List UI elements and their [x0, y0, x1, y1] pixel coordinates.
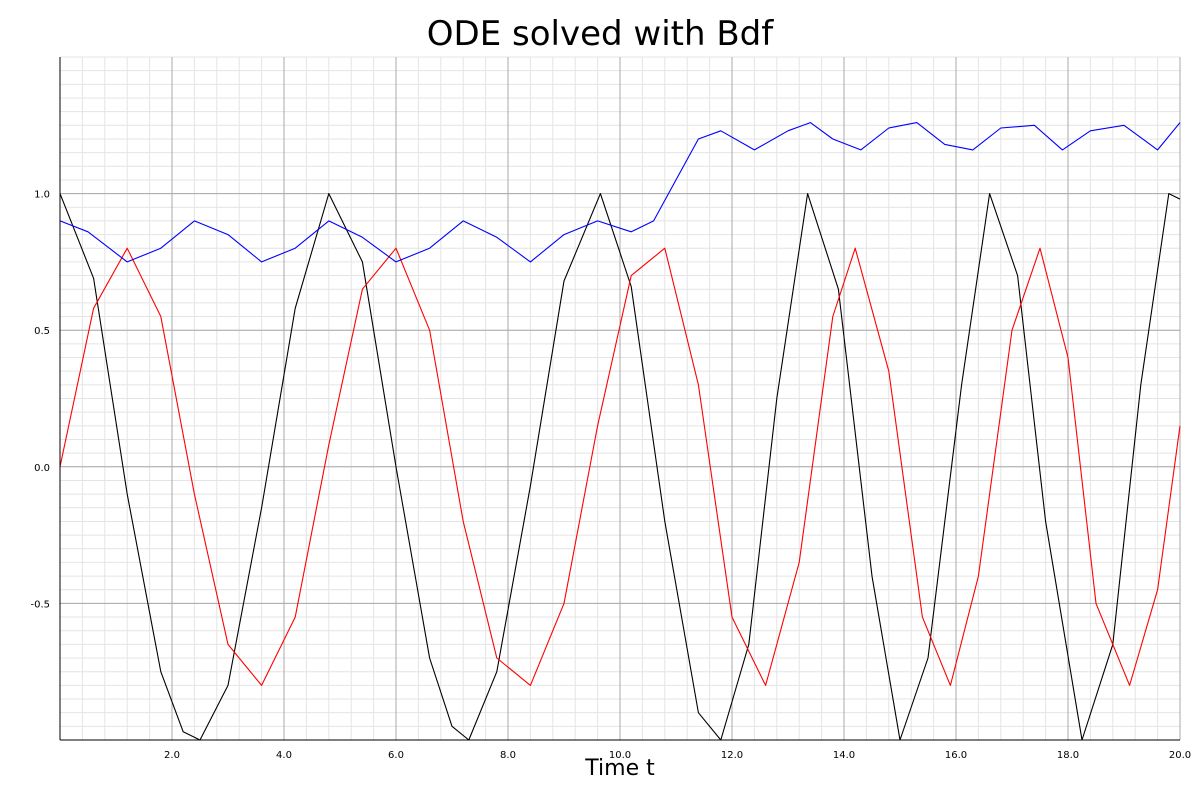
- x-tick-label: 8.0: [500, 750, 516, 761]
- series-line-1: [59, 193, 1181, 741]
- y-tick-label: 1.0: [34, 190, 50, 201]
- x-tick-label: 14.0: [833, 750, 855, 761]
- y-tick-label: 0.5: [34, 326, 50, 337]
- series-line-3: [59, 122, 1181, 263]
- x-tick-labels: 2.0 4.0 6.0 8.0 10.0 12.0 14.0 16.0 18.0 20.0: [164, 750, 1191, 761]
- x-tick-label: 18.0: [1057, 750, 1079, 761]
- x-tick-label: 6.0: [388, 750, 404, 761]
- series-layer: [59, 122, 1181, 741]
- x-tick-label: 10.0: [609, 750, 631, 761]
- x-axis-label: Time t: [585, 756, 655, 781]
- axes-layer: [59, 57, 1180, 741]
- x-tick-label: 16.0: [945, 750, 967, 761]
- x-tick-label: 12.0: [721, 750, 743, 761]
- x-tick-label: 4.0: [276, 750, 292, 761]
- y-tick-label: 0.0: [34, 463, 50, 474]
- series-line-2: [59, 247, 1181, 686]
- chart-title: ODE solved with Bdf: [426, 14, 774, 54]
- major-grid: [60, 57, 1181, 740]
- y-tick-label: -0.5: [30, 599, 50, 610]
- y-tick-labels: -0.5 0.0 0.5 1.0: [30, 190, 50, 611]
- x-tick-label: 20.0: [1169, 750, 1191, 761]
- x-tick-label: 2.0: [164, 750, 180, 761]
